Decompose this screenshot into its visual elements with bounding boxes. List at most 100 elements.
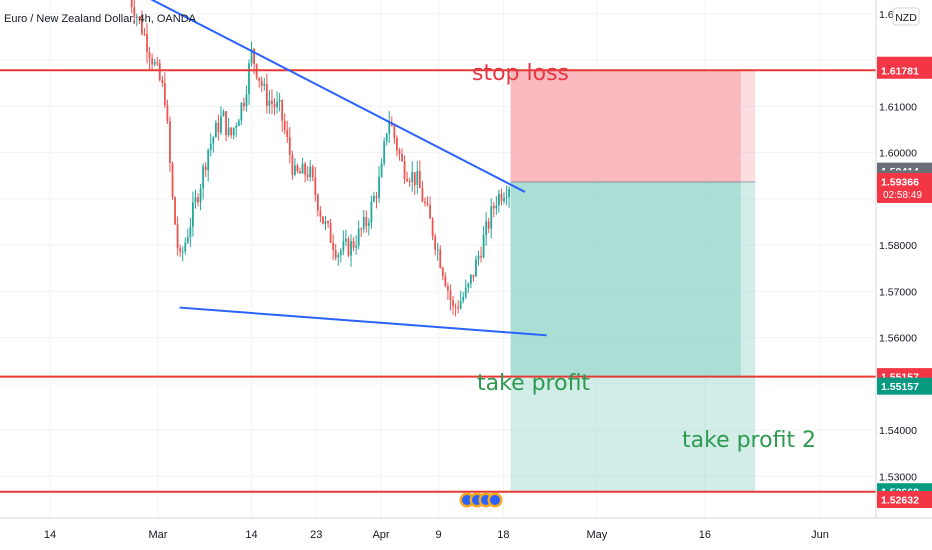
candle-body bbox=[291, 155, 294, 175]
price-scale[interactable] bbox=[876, 0, 932, 518]
time-tick-label: 9 bbox=[436, 529, 442, 541]
candle-body bbox=[467, 283, 470, 288]
time-scale-labels: 14 Mar 14 23 Apr 9 18 May 16 Jun bbox=[44, 529, 829, 541]
candle-body bbox=[130, 0, 133, 8]
candle-body bbox=[449, 290, 452, 301]
take-profit-label: take profit bbox=[477, 371, 590, 396]
candle-body bbox=[362, 217, 365, 229]
take-profit-2-label: take profit 2 bbox=[682, 428, 816, 453]
time-tick-label: May bbox=[587, 529, 608, 541]
candle-body bbox=[436, 249, 439, 251]
event-marker-icon-inner bbox=[490, 495, 500, 505]
trend-line bbox=[179, 306, 547, 337]
take-profit-zone[interactable] bbox=[510, 181, 741, 377]
candle-body bbox=[500, 193, 503, 202]
candle-body bbox=[304, 163, 307, 175]
candle-body bbox=[375, 196, 378, 198]
candle-body bbox=[332, 242, 335, 251]
candle-body bbox=[482, 235, 485, 258]
trend-lines[interactable] bbox=[144, 0, 547, 337]
candle-body bbox=[418, 171, 421, 189]
candle-body bbox=[487, 221, 490, 229]
candle-body bbox=[192, 202, 194, 227]
candle-body bbox=[401, 153, 403, 162]
candle-body bbox=[151, 58, 154, 65]
candle-body bbox=[490, 206, 493, 229]
candle-body bbox=[462, 296, 465, 301]
price-tick-label: 1.54000 bbox=[879, 425, 917, 437]
candle-body bbox=[508, 188, 511, 197]
candle-body bbox=[398, 150, 401, 154]
candle-body bbox=[166, 105, 169, 122]
candle-body bbox=[158, 63, 161, 81]
candle-body bbox=[227, 127, 230, 136]
candle-body bbox=[243, 103, 245, 107]
price-tags: 1.618191.617901.617811.594141.594131.593… bbox=[877, 56, 932, 508]
candle-body bbox=[464, 287, 467, 297]
candle-body bbox=[413, 172, 416, 186]
candle-body bbox=[156, 62, 159, 64]
candle-body bbox=[434, 236, 437, 250]
price-tag bbox=[877, 172, 932, 203]
candle-body bbox=[194, 197, 197, 203]
currency-chip[interactable] bbox=[892, 7, 920, 26]
candle-body bbox=[355, 246, 358, 248]
candle-body bbox=[248, 63, 250, 95]
stop-loss-zone[interactable] bbox=[510, 70, 741, 182]
candle-body bbox=[498, 193, 500, 206]
price-tag bbox=[877, 491, 932, 508]
candle-body bbox=[138, 16, 141, 19]
time-tick-label: 18 bbox=[497, 529, 509, 541]
candle-body bbox=[235, 125, 238, 128]
candle-body bbox=[388, 122, 391, 134]
candle-body bbox=[179, 248, 182, 252]
candle-body bbox=[197, 197, 199, 203]
candle-body bbox=[406, 178, 409, 182]
candle-body bbox=[281, 100, 284, 121]
price-tag-label: 1.52632 bbox=[881, 495, 919, 507]
candle-body bbox=[380, 163, 383, 177]
candle-body bbox=[250, 48, 253, 64]
candle-body bbox=[301, 163, 304, 174]
candle-body bbox=[322, 216, 324, 224]
price-tick-label: 1.53000 bbox=[879, 471, 917, 483]
candle-body bbox=[189, 226, 192, 238]
candle-body bbox=[207, 149, 210, 171]
symbol-title[interactable]: Euro / New Zealand Dollar, 4h, OANDA bbox=[4, 13, 197, 25]
candle-body bbox=[347, 238, 350, 256]
candle-body bbox=[426, 203, 429, 205]
candle-body bbox=[143, 33, 146, 35]
price-tag-label: 1.59366 bbox=[881, 176, 919, 188]
candle-body bbox=[176, 224, 179, 249]
time-tick-label: 14 bbox=[245, 529, 257, 541]
candles bbox=[130, 0, 511, 317]
candle-body bbox=[411, 172, 414, 182]
candle-body bbox=[253, 48, 256, 65]
time-tick-label: 14 bbox=[44, 529, 56, 541]
candle-body bbox=[276, 101, 278, 108]
candle-body bbox=[370, 201, 373, 223]
candle-body bbox=[146, 33, 148, 53]
candle-body bbox=[485, 221, 488, 236]
candle-body bbox=[383, 141, 386, 164]
candle-body bbox=[245, 94, 248, 107]
candle-body bbox=[503, 198, 505, 202]
price-tick-label: 1.58000 bbox=[879, 240, 917, 252]
countdown-label: 02:58:49 bbox=[883, 190, 922, 201]
candle-body bbox=[278, 100, 281, 102]
candle-body bbox=[306, 174, 309, 178]
candle-body bbox=[263, 83, 266, 86]
candle-body bbox=[365, 217, 368, 226]
candle-body bbox=[148, 52, 151, 59]
price-tag bbox=[877, 377, 932, 395]
position-tool[interactable] bbox=[510, 70, 756, 492]
candle-body bbox=[429, 204, 431, 219]
candle-body bbox=[495, 205, 498, 209]
horizontal-levels[interactable] bbox=[0, 69, 876, 493]
candle-body bbox=[327, 221, 329, 224]
candle-body bbox=[505, 196, 508, 199]
event-markers[interactable] bbox=[459, 492, 503, 508]
price-tag bbox=[877, 61, 932, 79]
